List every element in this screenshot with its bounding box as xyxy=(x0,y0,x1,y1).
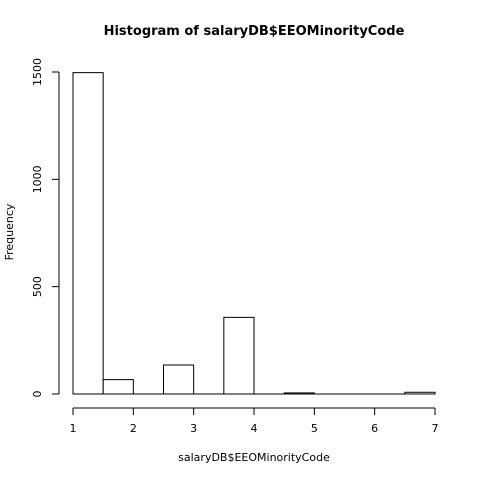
histogram-bars xyxy=(72,72,436,395)
chart-title: Histogram of salaryDB$EEOMinorityCode xyxy=(104,24,405,39)
histogram-bar-6 xyxy=(223,316,255,395)
x-axis-label: salaryDB$EEOMinorityCode xyxy=(178,451,330,464)
y-tick-label: 1000 xyxy=(31,165,44,193)
x-tick-label: 2 xyxy=(130,422,137,435)
x-tick-label: 3 xyxy=(190,422,197,435)
y-tick-label: 500 xyxy=(31,276,44,297)
x-tick-label: 1 xyxy=(70,422,77,435)
x-tick-label: 5 xyxy=(311,422,318,435)
histogram-bar-4 xyxy=(163,364,195,395)
y-axis-label: Frequency xyxy=(3,203,16,260)
y-tick-label: 1500 xyxy=(31,58,44,86)
histogram-bar-1 xyxy=(72,72,104,395)
y-tick-label: 0 xyxy=(31,391,44,398)
histogram-bar-12 xyxy=(404,391,436,395)
histogram-bar-2 xyxy=(102,379,134,395)
histogram-bar-8 xyxy=(283,392,315,395)
x-tick-label: 4 xyxy=(251,422,258,435)
x-tick-label: 7 xyxy=(432,422,439,435)
x-axis: 1 2 3 4 5 6 7 xyxy=(70,407,439,435)
y-axis: 0 500 1000 1500 xyxy=(31,58,60,398)
x-tick-label: 6 xyxy=(371,422,378,435)
